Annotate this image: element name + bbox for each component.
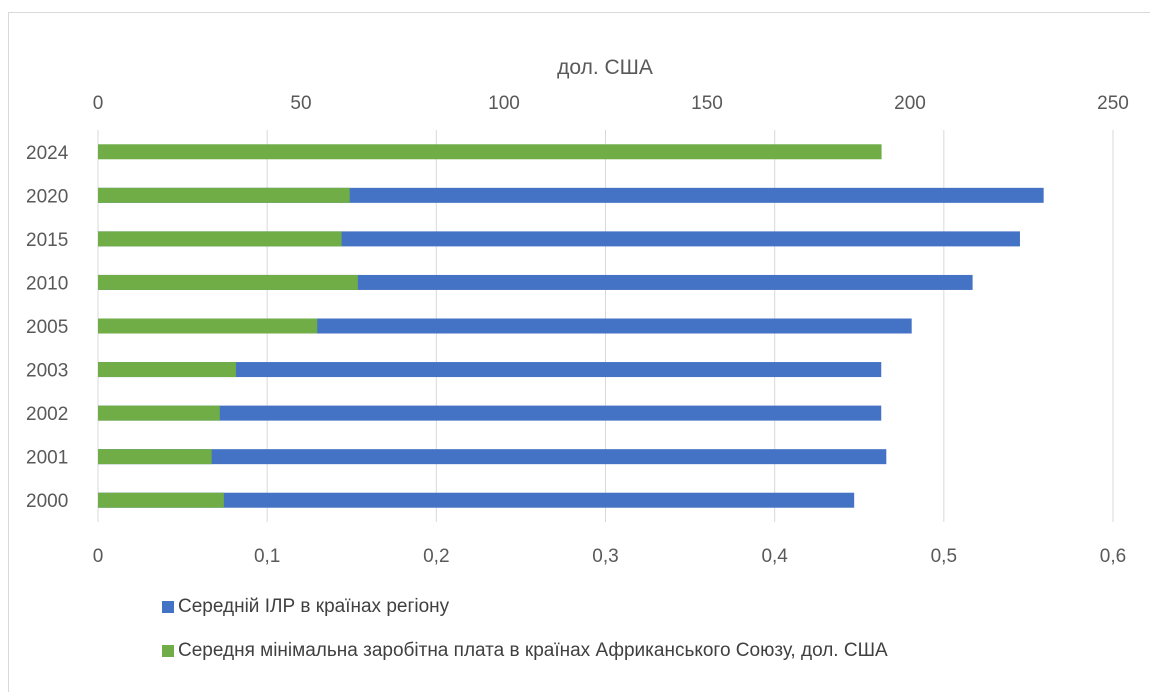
- bar-hdi-2003: [98, 362, 882, 378]
- category-label-2024: 2024: [26, 143, 69, 164]
- bar-wage-2015: [98, 231, 342, 247]
- bar-wage-2024: [98, 144, 882, 160]
- bottom-tick-label: 0,3: [592, 546, 618, 567]
- chart-svg: 0 50 100 150 200 250 0 0,1 0,2 0,3 0,4 0,5 0,6 2000…: [26, 56, 1129, 567]
- chart-frame: [8, 12, 1150, 692]
- category-label-2001: 2001: [26, 448, 68, 469]
- top-tick-label: 100: [488, 93, 520, 114]
- top-tick-label: 50: [290, 93, 311, 114]
- category-label-2005: 2005: [26, 317, 68, 338]
- legend-swatch-hdi: [162, 601, 174, 613]
- category-label-2010: 2010: [26, 273, 68, 294]
- top-tick-label: 0: [93, 93, 104, 114]
- legend-item-wage: Середня мінімальна заробітна плата в кра…: [162, 640, 888, 662]
- top-tick-label: 200: [894, 93, 926, 114]
- bar-wage-2005: [98, 318, 318, 334]
- top-axis-title: дол. США: [557, 56, 653, 79]
- bottom-tick-label: 0,4: [761, 546, 788, 567]
- top-axis-ticks: 0 50 100 150 200 250: [93, 93, 1129, 114]
- legend-swatch-wage: [162, 645, 174, 657]
- bottom-tick-label: 0,6: [1100, 546, 1126, 567]
- bottom-tick-label: 0,1: [254, 546, 280, 567]
- wage-series-bars: [98, 144, 882, 508]
- bar-wage-2020: [98, 187, 350, 203]
- bar-wage-2002: [98, 405, 220, 421]
- category-label-2020: 2020: [26, 186, 68, 207]
- bar-hdi-2002: [98, 405, 882, 421]
- bar-wage-2001: [98, 449, 212, 465]
- category-label-2003: 2003: [26, 361, 68, 382]
- bar-hdi-2000: [98, 492, 855, 508]
- legend-item-hdi: Середній ІЛР в країнах регіону: [162, 596, 449, 618]
- bar-wage-2000: [98, 492, 224, 508]
- category-label-2002: 2002: [26, 404, 68, 425]
- legend-label-wage: Середня мінімальна заробітна плата в кра…: [178, 640, 888, 661]
- legend-label-hdi: Середній ІЛР в країнах регіону: [178, 596, 450, 617]
- bottom-tick-label: 0: [93, 546, 104, 567]
- bar-hdi-2001: [98, 449, 887, 465]
- bar-wage-2010: [98, 274, 358, 290]
- bottom-tick-label: 0,2: [423, 546, 449, 567]
- bar-wage-2003: [98, 362, 237, 378]
- top-tick-label: 250: [1097, 93, 1129, 114]
- bottom-axis-ticks: 0 0,1 0,2 0,3 0,4 0,5 0,6: [93, 546, 1127, 567]
- category-label-2000: 2000: [26, 491, 68, 512]
- category-labels: 2000 2001 2002 2003 2005 2010 2015 2020 2024: [26, 143, 69, 512]
- top-tick-label: 150: [691, 93, 723, 114]
- category-label-2015: 2015: [26, 230, 68, 251]
- bottom-tick-label: 0,5: [931, 546, 957, 567]
